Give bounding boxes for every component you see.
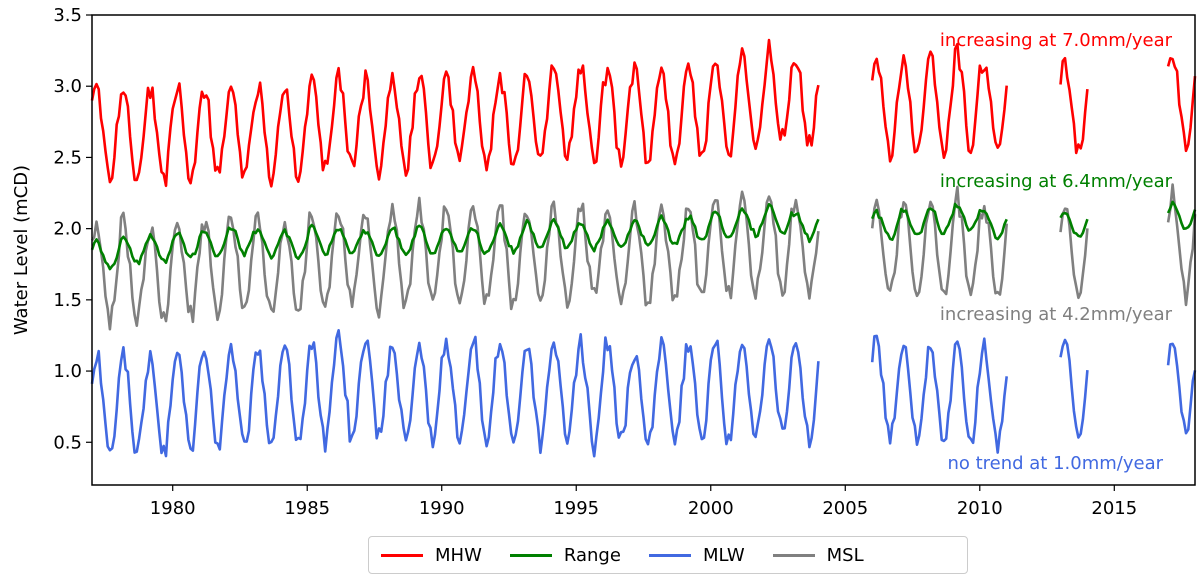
legend-item-range: Range	[509, 544, 621, 566]
annotation-mhw-trend: increasing at 7.0mm/year	[940, 30, 1173, 51]
plot-series-group	[90, 38, 1197, 458]
x-axis: 1980 1985 1990 1995 2000 2005 2010 2015	[150, 485, 1137, 519]
legend-item-mhw: MHW	[381, 545, 482, 566]
y-tick-label-0: 0.5	[53, 432, 82, 453]
legend-label-mhw: MHW	[435, 544, 482, 566]
legend-swatch-range	[509, 553, 552, 557]
chart-legend: MHW Range MLW MSL	[368, 536, 968, 574]
series-line-msl-segment-1	[870, 185, 1008, 298]
y-tick-label-4: 2.5	[53, 147, 82, 168]
series-line-mhw-segment-2	[1059, 56, 1089, 155]
x-tick-label-2010: 2010	[957, 498, 1003, 519]
x-tick-label-2000: 2000	[688, 498, 734, 519]
series-line-mhw-segment-1	[870, 42, 1008, 163]
series-line-range-segment-1	[870, 202, 1008, 241]
series-line-msl-segment-0	[90, 190, 820, 331]
series-line-mhw-segment-0	[90, 38, 820, 188]
series-line-mhw-segment-3	[1166, 56, 1197, 153]
x-tick-label-1980: 1980	[150, 498, 196, 519]
legend-label-mlw: MLW	[702, 544, 745, 566]
annotation-msl-trend: increasing at 4.2mm/year	[940, 304, 1173, 325]
x-tick-label-1985: 1985	[284, 498, 330, 519]
x-tick-label-1995: 1995	[553, 498, 599, 519]
series-line-range-segment-2	[1059, 211, 1089, 238]
legend-item-msl: MSL	[772, 544, 864, 566]
legend-label-msl: MSL	[826, 544, 864, 566]
series-line-mlw-segment-1	[870, 334, 1008, 454]
annotation-mlw-trend: no trend at 1.0mm/year	[947, 453, 1163, 474]
x-tick-label-2015: 2015	[1091, 498, 1137, 519]
legend-swatch-mhw	[381, 553, 423, 557]
y-tick-label-3: 2.0	[53, 219, 82, 240]
x-tick-label-1990: 1990	[419, 498, 465, 519]
annotation-range-trend: increasing at 6.4mm/year	[940, 171, 1173, 192]
y-axis-title: Water Level (mCD)	[11, 165, 32, 335]
x-tick-label-2005: 2005	[822, 498, 868, 519]
series-line-msl-segment-2	[1059, 207, 1089, 300]
legend-swatch-msl	[772, 553, 815, 557]
series-line-range-segment-0	[90, 202, 820, 271]
legend-item-mlw: MLW	[648, 544, 745, 566]
legend-label-range: Range	[563, 544, 621, 566]
y-tick-label-5: 3.0	[53, 76, 82, 97]
y-tick-label-2: 1.5	[53, 290, 82, 311]
series-line-range-segment-3	[1166, 200, 1197, 230]
series-line-msl-segment-3	[1166, 183, 1197, 307]
y-tick-label-6: 3.5	[53, 5, 82, 26]
series-line-mlw-segment-3	[1166, 342, 1197, 435]
series-line-mlw-segment-0	[90, 328, 820, 458]
series-line-mlw-segment-2	[1059, 338, 1089, 439]
plot-frame	[91, 14, 1196, 486]
y-axis: 0.5 1.0 1.5 2.0 2.5 3.0 3.5	[53, 5, 92, 453]
y-tick-label-1: 1.0	[53, 361, 82, 382]
legend-swatch-mlw	[648, 553, 691, 557]
